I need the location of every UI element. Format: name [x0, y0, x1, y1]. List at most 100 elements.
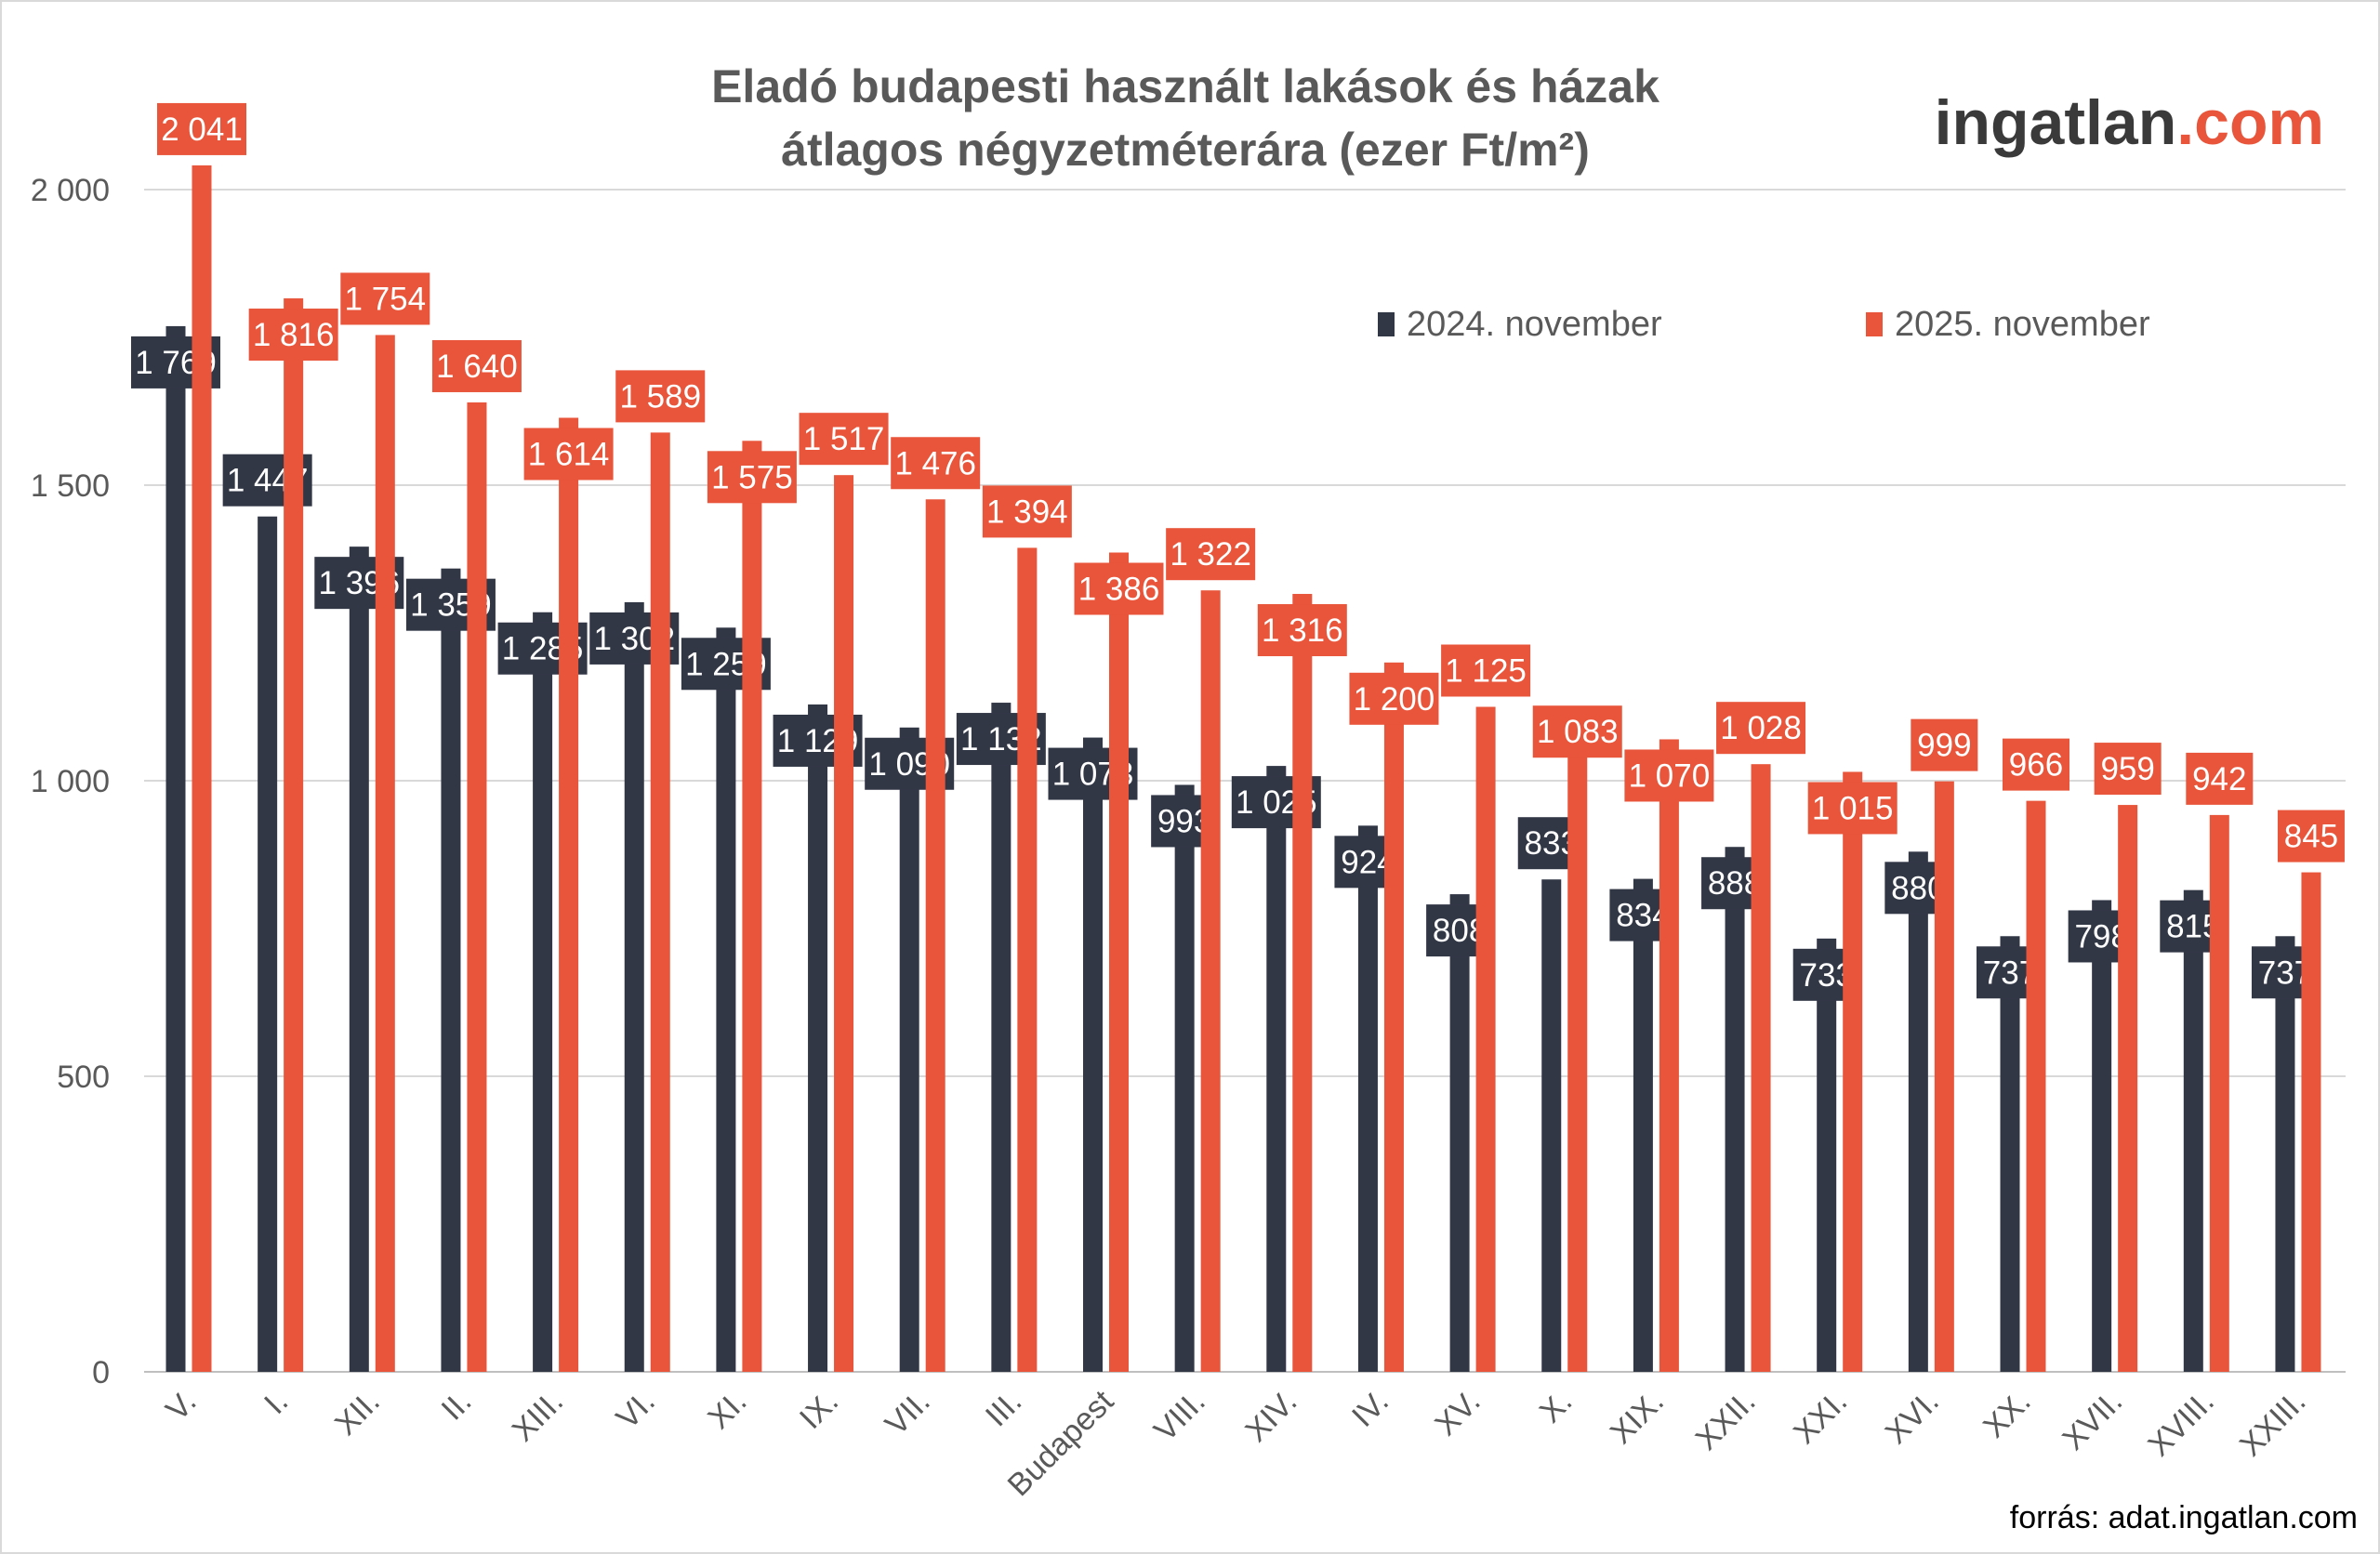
bar: [2118, 805, 2138, 1372]
bar: [1266, 766, 1287, 1372]
x-tick-label: II.: [435, 1384, 479, 1428]
bar: [1449, 894, 1470, 1372]
data-label-text: 1 316: [1262, 612, 1343, 649]
data-label-text: 1 476: [894, 445, 976, 481]
data-label: 1 640: [431, 339, 522, 392]
data-label: 1 614: [523, 428, 614, 481]
data-label: 1 589: [615, 370, 706, 423]
data-label-text: 1 614: [528, 436, 610, 472]
bar: [1908, 851, 1928, 1372]
bar: [2000, 936, 2020, 1372]
x-tick-label: XII.: [328, 1384, 387, 1442]
data-label: 959: [2094, 743, 2162, 796]
data-label-text: 1 517: [803, 421, 885, 457]
x-tick-label: VI.: [610, 1384, 662, 1436]
data-label-text: 1 386: [1078, 572, 1160, 608]
bar: [624, 601, 644, 1372]
bar: [165, 325, 186, 1372]
data-label-box: [1716, 702, 1806, 755]
data-label: 942: [2186, 752, 2254, 805]
bar: [716, 627, 736, 1372]
data-label-box: [1074, 562, 1164, 615]
bar: [2301, 872, 2321, 1372]
logo-text: ingatlan: [1935, 87, 2177, 158]
data-label-box: [1441, 644, 1531, 697]
data-label-text: 1 015: [1812, 790, 1894, 826]
bar: [834, 475, 854, 1372]
data-label-box: [1349, 672, 1439, 725]
bar: [2275, 936, 2295, 1372]
source-note: forrás: adat.ingatlan.com: [2010, 1500, 2358, 1535]
bar: [1567, 731, 1588, 1372]
bar: [1109, 552, 1129, 1372]
data-label-text: 966: [2009, 747, 2063, 784]
data-label: 1 386: [1074, 562, 1164, 615]
logo-domain: .com: [2176, 87, 2324, 158]
bar: [467, 402, 487, 1373]
data-label-text: 1 200: [1354, 681, 1435, 718]
data-label-text: 1 070: [1629, 757, 1711, 794]
x-tick-label: XX.: [1977, 1384, 2038, 1445]
data-label-box: [1624, 749, 1714, 802]
bar: [1174, 784, 1195, 1372]
data-label-text: 1 322: [1170, 536, 1251, 573]
data-label-text: 1 083: [1537, 714, 1619, 750]
chart-title-line2: átlagos négyzetméterára (ezer Ft/m²): [781, 124, 1590, 176]
data-label: 2 041: [157, 102, 246, 155]
data-label-text: 1 394: [986, 494, 1068, 530]
bar: [1200, 590, 1221, 1372]
bar: [375, 335, 395, 1372]
x-tick-label: XVIII.: [2141, 1384, 2221, 1464]
bar: [1817, 938, 1837, 1372]
data-label-box: [2003, 738, 2069, 791]
x-tick-label: XIII.: [506, 1384, 571, 1449]
data-label: 1 316: [1257, 604, 1347, 657]
y-tick-label: 0: [92, 1355, 110, 1390]
y-tick-label: 2 000: [31, 173, 110, 208]
data-label: 1 322: [1166, 528, 1256, 581]
x-tick-label: XIV.: [1238, 1384, 1303, 1449]
data-label-box: [1532, 705, 1622, 758]
data-label-text: 1 028: [1720, 710, 1802, 746]
bar: [1017, 547, 1038, 1372]
y-tick-label: 500: [57, 1060, 110, 1095]
data-label: 1 028: [1716, 702, 1806, 755]
legend-swatch-2025: [1866, 312, 1883, 336]
y-tick-label: 1 000: [31, 764, 110, 799]
x-axis: V. I. XII. II. XIII. VI. XI. IX. VII. III.Budapes…: [159, 1383, 2312, 1503]
bar: [742, 441, 762, 1372]
data-label-box: [2094, 743, 2162, 796]
bar: [1475, 706, 1496, 1372]
bar: [1659, 739, 1679, 1372]
data-label-text: 1 754: [345, 281, 427, 317]
bar: [991, 703, 1012, 1372]
data-label-box: [431, 339, 522, 392]
bar: [1725, 847, 1745, 1372]
data-label-box: [248, 309, 338, 362]
data-label-box: [982, 485, 1072, 538]
x-tick-label: V.: [159, 1384, 203, 1428]
x-tick-label: I.: [258, 1384, 295, 1421]
data-label-box: [523, 428, 614, 481]
data-label: 1 575: [707, 451, 797, 504]
x-tick-label: XI.: [701, 1384, 753, 1436]
legend-swatch-2024: [1378, 312, 1395, 336]
data-label: 1 517: [799, 413, 889, 466]
series-2024-bars: [165, 325, 2295, 1372]
svg-text:ingatlan.com: ingatlan.com: [1935, 87, 2324, 158]
x-tick-label: VIII.: [1147, 1384, 1212, 1449]
bar: [1383, 662, 1404, 1372]
data-label: 1 754: [340, 272, 430, 325]
data-label-text: 959: [2100, 751, 2154, 787]
legend: 2024. november 2025. november: [1378, 305, 2150, 344]
data-label: 1 394: [982, 485, 1072, 538]
bar: [258, 516, 278, 1372]
bar: [441, 568, 461, 1372]
y-axis: 0 500 1 000 1 500 2 000: [31, 173, 110, 1390]
bar: [2183, 889, 2203, 1372]
bar: [808, 704, 828, 1372]
data-label-text: 999: [1917, 728, 1971, 764]
x-tick-label: IV.: [1345, 1384, 1395, 1434]
data-label: 966: [2003, 738, 2069, 791]
data-label-text: 845: [2284, 819, 2338, 855]
